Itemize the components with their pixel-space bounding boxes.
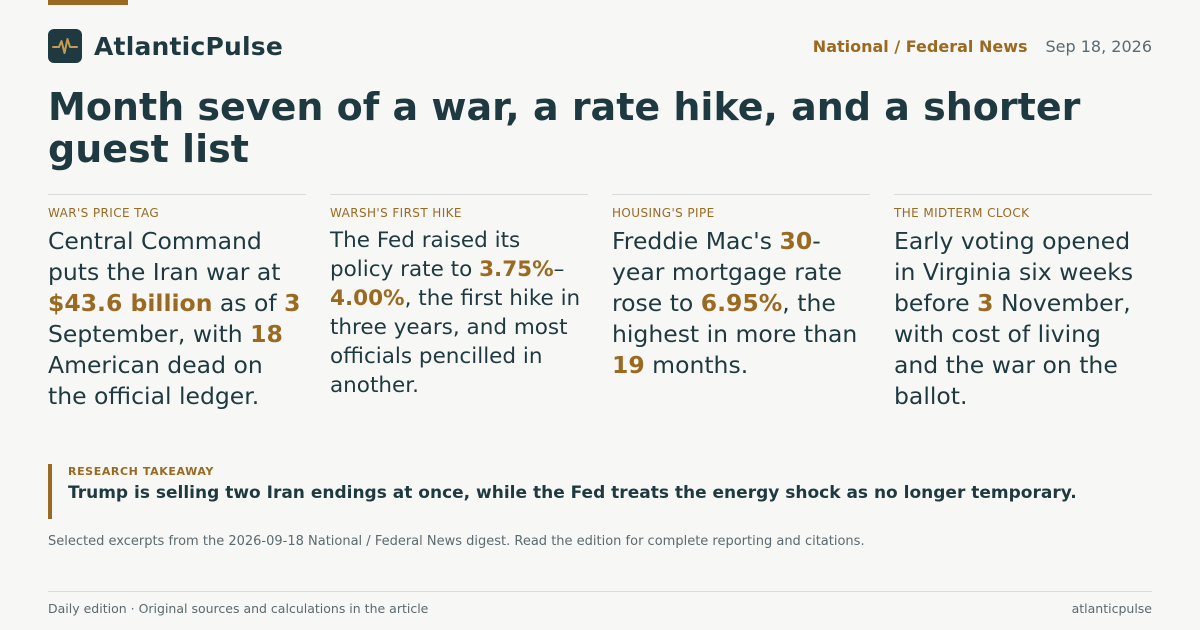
brand-name: AtlanticPulse xyxy=(94,31,284,61)
body-text: The Fed raised its policy rate to xyxy=(330,228,521,282)
body-text: months. xyxy=(644,351,749,379)
highlight-figure: 19 xyxy=(612,351,645,379)
story-cards: WAR'S PRICE TAG Central Command puts the… xyxy=(48,194,1152,412)
card-body: Freddie Mac's 30-year mortgage rate rose… xyxy=(612,226,870,381)
research-takeaway: RESEARCH TAKEAWAY Trump is selling two I… xyxy=(48,464,1077,519)
highlight-figure: 3 xyxy=(977,289,994,317)
card-kicker: WARSH'S FIRST HIKE xyxy=(330,206,462,220)
body-text: as of xyxy=(212,289,285,317)
story-card: WARSH'S FIRST HIKE The Fed raised its po… xyxy=(330,194,588,412)
body-text: -year mortgage rate rose to xyxy=(612,227,842,317)
card-body: Early voting opened in Virginia six week… xyxy=(894,226,1152,412)
footer-left: Daily edition · Original sources and cal… xyxy=(48,601,429,616)
accent-bar xyxy=(48,0,128,5)
highlight-figure: $43.6 billion xyxy=(48,289,213,317)
footer-brand[interactable]: atlanticpulse xyxy=(1071,601,1152,616)
body-text: September, with xyxy=(48,320,251,348)
header: AtlanticPulse National / Federal News Se… xyxy=(48,29,1152,63)
body-text: Early voting opened in Virginia six week… xyxy=(894,227,1134,317)
brand[interactable]: AtlanticPulse xyxy=(48,29,283,63)
story-card: HOUSING'S PIPE Freddie Mac's 30-year mor… xyxy=(612,194,870,412)
card-body: Central Command puts the Iran war at $43… xyxy=(48,226,306,412)
body-text: , the first hike in three years, and mos… xyxy=(330,286,581,398)
takeaway-text: Trump is selling two Iran endings at onc… xyxy=(68,483,1077,503)
edition-date: Sep 18, 2026 xyxy=(1045,36,1153,56)
headline: Month seven of a war, a rate hike, and a… xyxy=(48,85,1081,171)
highlight-figure: 3.75% xyxy=(479,257,554,282)
takeaway-label: RESEARCH TAKEAWAY xyxy=(68,465,214,478)
pulse-icon xyxy=(48,29,82,63)
body-text: , the highest in more than xyxy=(612,289,858,348)
card-kicker: THE MIDTERM CLOCK xyxy=(894,206,1030,220)
highlight-figure: 30 xyxy=(779,227,813,255)
story-card: THE MIDTERM CLOCK Early voting opened in… xyxy=(894,194,1152,412)
card-kicker: HOUSING'S PIPE xyxy=(612,206,715,220)
body-text: Central Command puts the Iran war at xyxy=(48,227,281,286)
highlight-figure: 3 xyxy=(284,289,301,317)
digest-note: Selected excerpts from the 2026-09-18 Na… xyxy=(48,534,865,549)
body-text: Freddie Mac's xyxy=(612,227,780,255)
highlight-figure: 4.00% xyxy=(330,286,405,311)
body-text: American dead on the official ledger. xyxy=(48,351,263,410)
body-text: November, with cost of living and the wa… xyxy=(894,289,1131,410)
body-text: – xyxy=(553,257,565,282)
highlight-figure: 6.95% xyxy=(700,289,783,317)
edition-meta: National / Federal News Sep 18, 2026 xyxy=(813,37,1152,56)
card-kicker: WAR'S PRICE TAG xyxy=(48,206,160,220)
story-card: WAR'S PRICE TAG Central Command puts the… xyxy=(48,194,306,412)
footer: Daily edition · Original sources and cal… xyxy=(48,591,1152,616)
highlight-figure: 18 xyxy=(250,320,283,348)
card-body: The Fed raised its policy rate to 3.75%–… xyxy=(330,226,588,400)
section-name[interactable]: National / Federal News xyxy=(812,36,1028,56)
